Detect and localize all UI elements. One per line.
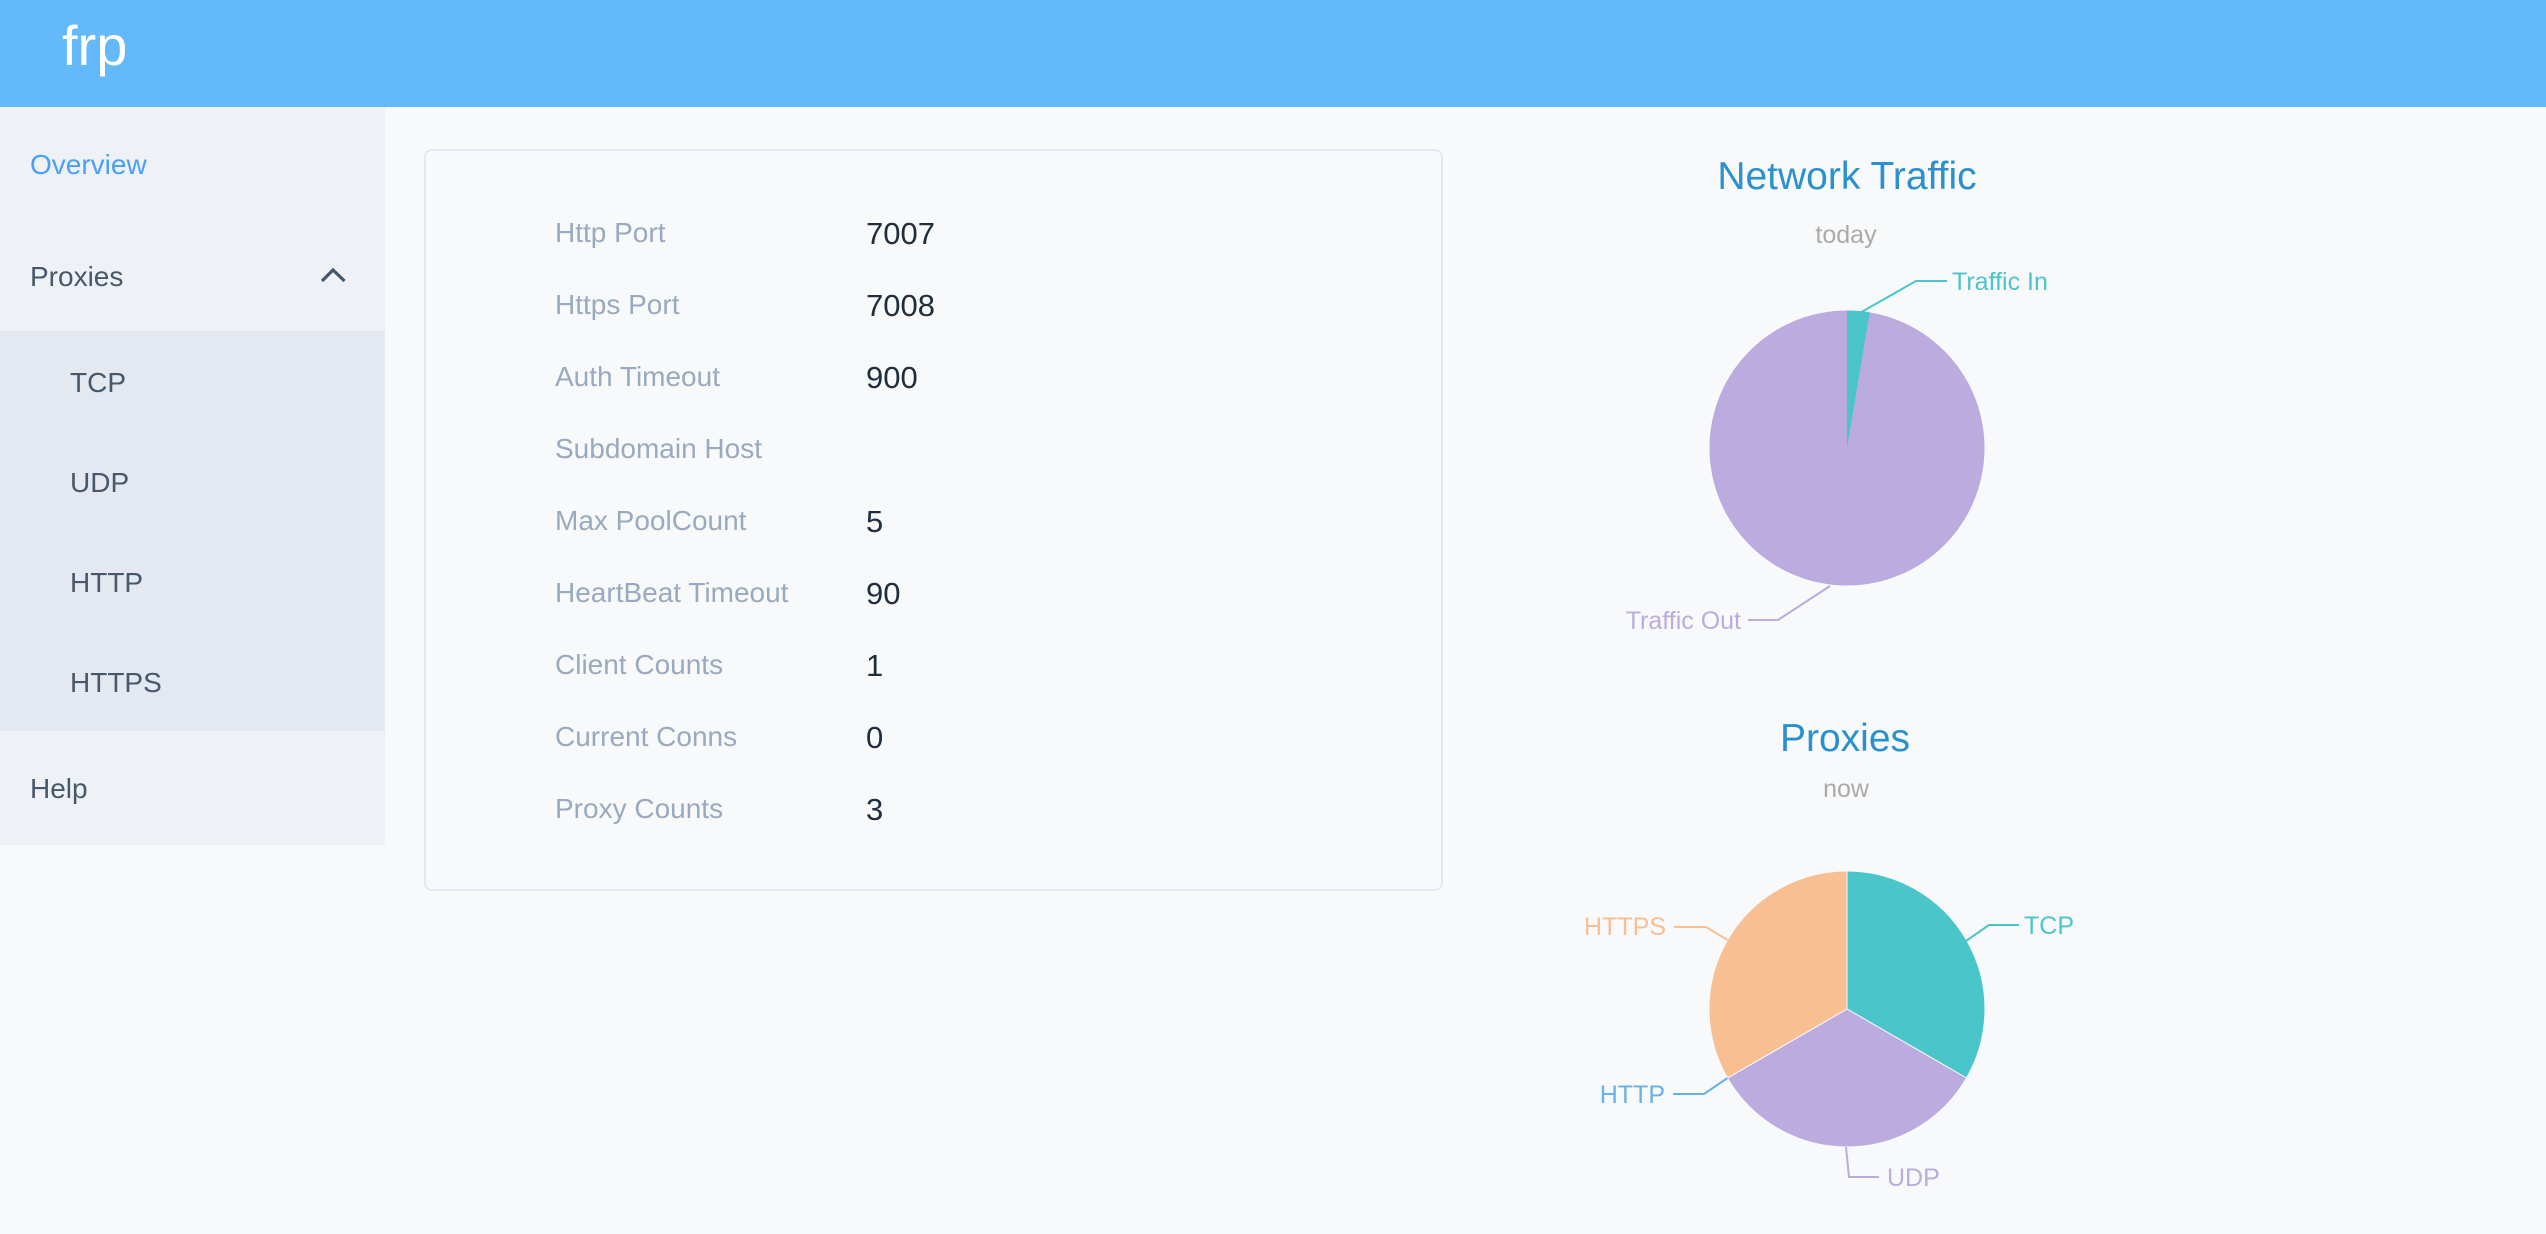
svg-text:UDP: UDP [1887, 1164, 1940, 1192]
svg-text:HTTPS: HTTPS [1584, 913, 1666, 941]
svg-text:today: today [1815, 221, 1877, 249]
svg-text:Proxies: Proxies [1780, 717, 1910, 760]
svg-text:Traffic In: Traffic In [1952, 268, 2048, 296]
svg-text:Traffic Out: Traffic Out [1626, 607, 1741, 635]
svg-text:TCP: TCP [2024, 912, 2074, 940]
svg-text:HTTP: HTTP [1600, 1081, 1665, 1109]
svg-text:Network Traffic: Network Traffic [1717, 155, 1976, 198]
svg-text:now: now [1823, 775, 1870, 803]
